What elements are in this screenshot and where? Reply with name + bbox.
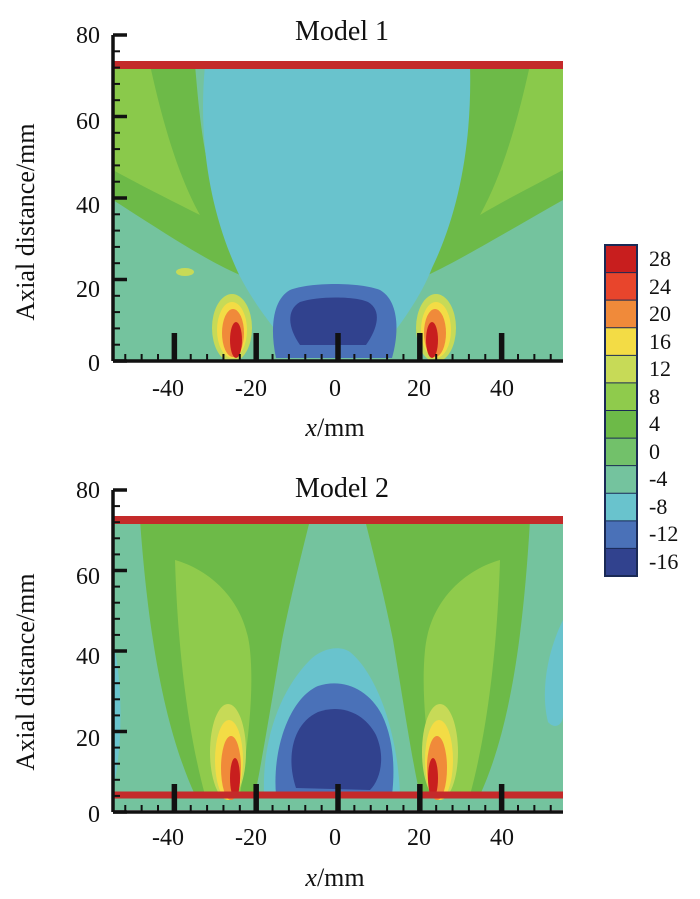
y-tick-label: 20 — [76, 277, 100, 303]
left-jet-red — [230, 322, 242, 358]
right-cyan-edge — [544, 620, 563, 726]
colorbar-swatches — [605, 245, 637, 577]
central-darkblue-core — [290, 297, 377, 345]
contour-field-model-1 — [113, 65, 563, 362]
colorbar-label: 28 — [649, 246, 671, 271]
x-axis-title: x/mm — [304, 863, 364, 892]
colorbar-swatch — [605, 355, 637, 384]
panel-title-model-2: Model 2 — [295, 473, 389, 504]
colorbar-label: -8 — [649, 494, 667, 519]
colorbar-swatch — [605, 548, 637, 577]
colorbar-label: 24 — [649, 274, 671, 299]
x-axis-var: x — [304, 413, 317, 442]
right-light-green-zone — [480, 65, 563, 215]
colorbar-label: 12 — [649, 356, 671, 381]
panel-title-model-1: Model 1 — [295, 16, 389, 47]
colorbar-label: -12 — [649, 521, 678, 546]
x-tick-label: 40 — [490, 376, 514, 402]
x-axis-unit: /mm — [317, 413, 365, 442]
colorbar-swatch — [605, 300, 637, 329]
nozzle-markers — [171, 333, 505, 361]
y-tick-label: 40 — [76, 644, 100, 670]
x-tick-label: -20 — [235, 825, 267, 851]
central-darkblue-core — [291, 708, 382, 790]
colorbar-label: 16 — [649, 329, 671, 354]
y-tick-label: 80 — [76, 478, 100, 504]
colorbar-swatch — [605, 493, 637, 522]
right-jet-red — [428, 758, 438, 798]
y-tick-label: 40 — [76, 193, 100, 219]
colorbar-label: 8 — [649, 384, 660, 409]
x-axis-var: x — [304, 863, 317, 892]
x-tick-label: -20 — [235, 376, 267, 402]
y-tick-label: 20 — [76, 726, 100, 752]
small-fleck — [176, 268, 194, 276]
colorbar-swatch — [605, 410, 637, 439]
x-tick-label: 0 — [329, 376, 341, 402]
right-jet-red — [426, 322, 438, 358]
x-tick-label: -40 — [152, 825, 184, 851]
panel-model-2: Model 2 — [11, 473, 563, 892]
colorbar-swatch — [605, 245, 637, 274]
colorbar-swatch — [605, 327, 637, 356]
y-tick-label: 80 — [76, 23, 100, 49]
colorbar-swatch — [605, 382, 637, 411]
colorbar-swatch — [605, 272, 637, 301]
x-axis-title: x/mm — [304, 413, 364, 442]
left-jet-red — [230, 758, 240, 798]
central-cyan-region — [203, 65, 471, 358]
colorbar-label: -4 — [649, 466, 667, 491]
nozzle-markers — [171, 784, 505, 812]
colorbar-label: 20 — [649, 301, 671, 326]
contour-field-model-2 — [113, 520, 563, 810]
y-tick-label: 0 — [88, 351, 100, 377]
y-tick-label: 0 — [88, 802, 100, 828]
colorbar-swatch — [605, 520, 637, 549]
x-tick-label: -40 — [152, 376, 184, 402]
colorbar-label: 4 — [649, 411, 660, 436]
colorbar-labels: 28 24 20 16 12 8 4 0 -4 -8 -12 -16 — [649, 246, 678, 574]
colorbar-label: -16 — [649, 549, 678, 574]
colorbar-swatch — [605, 438, 637, 467]
colorbar: 28 24 20 16 12 8 4 0 -4 -8 -12 -16 — [604, 244, 678, 577]
colorbar-label: 0 — [649, 439, 660, 464]
left-light-green-zone — [113, 65, 200, 215]
colorbar-swatch — [605, 465, 637, 494]
y-axis-title: Axial distance/mm — [11, 123, 40, 320]
x-axis-unit: /mm — [317, 863, 365, 892]
y-tick-label: 60 — [76, 109, 100, 135]
y-tick-label: 60 — [76, 564, 100, 590]
y-axis-title: Axial distance/mm — [11, 573, 40, 770]
panel-model-1: Model 1 — [11, 16, 563, 442]
x-tick-label: 0 — [329, 825, 341, 851]
x-tick-label: 20 — [407, 825, 431, 851]
colorbar-frame — [604, 244, 638, 577]
x-tick-label: 40 — [490, 825, 514, 851]
x-tick-label: 20 — [407, 376, 431, 402]
